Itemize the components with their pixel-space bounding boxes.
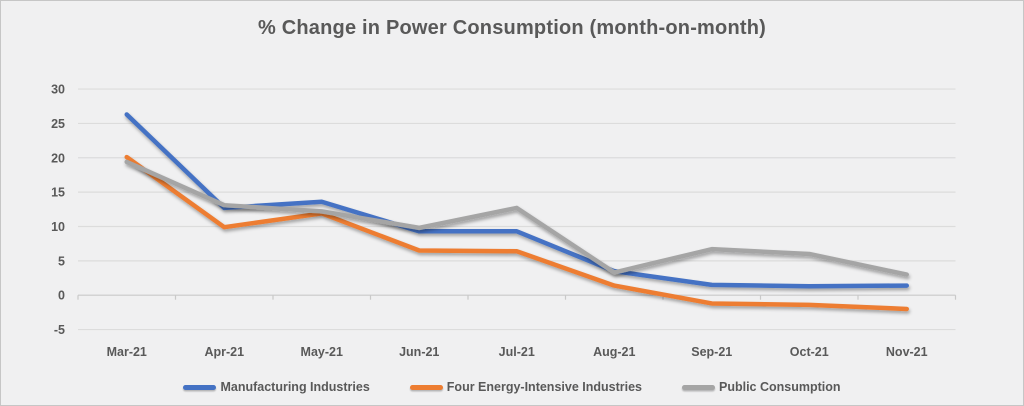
x-axis-label: Mar-21 [107,345,147,359]
legend-item-manufacturing-industries: Manufacturing Industries [183,380,370,394]
y-tick-label: 15 [51,186,65,200]
legend-label: Four Energy-Intensive Industries [446,380,642,394]
legend-label: Manufacturing Industries [220,380,370,394]
legend-item-public-consumption: Public Consumption [681,380,841,394]
y-tick-label: 0 [58,289,65,303]
legend-item-four-energy-intensive-industries: Four Energy-Intensive Industries [409,380,642,394]
chart-legend: Manufacturing Industries Four Energy-Int… [1,380,1023,394]
x-axis-label: Sep-21 [691,345,732,359]
x-axis-label: Jun-21 [399,345,439,359]
y-tick-label: 25 [51,117,65,131]
y-tick-label: 10 [51,220,65,234]
x-axis-label: Apr-21 [204,345,244,359]
y-tick-label: -5 [54,323,65,337]
legend-swatch-gray-line [681,384,715,390]
legend-swatch-blue-line [183,384,217,390]
y-tick-label: 20 [51,151,65,165]
series-line-public-consumption [124,159,909,277]
y-tick-label: 5 [58,254,65,268]
legend-label: Public Consumption [718,380,841,394]
y-tick-label: 30 [51,83,65,97]
series-line-four-energy-intensive-industries [124,154,909,312]
x-axis-label: May-21 [301,345,343,359]
x-axis-label: Aug-21 [593,345,635,359]
x-axis-label: Nov-21 [886,345,928,359]
x-axis-label: Oct-21 [790,345,829,359]
legend-swatch-orange-line [409,384,443,390]
chart-title: % Change in Power Consumption (month-on-… [257,17,767,39]
x-axis-label: Jul-21 [499,345,535,359]
